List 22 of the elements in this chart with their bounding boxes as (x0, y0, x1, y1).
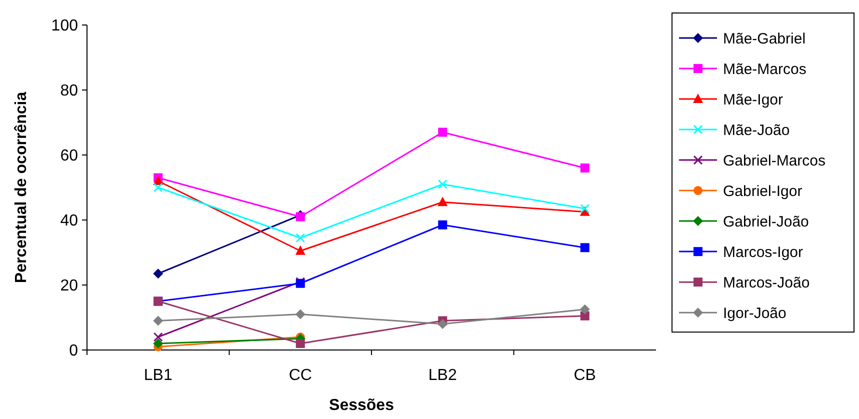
y-tick-label: 40 (60, 212, 78, 230)
legend-label: Marcos-João (723, 274, 810, 292)
y-tick-label: 100 (51, 18, 78, 35)
legend-label: Mãe-Marcos (723, 60, 806, 78)
y-tick-label: 60 (60, 148, 78, 165)
y-axis-title: Percentual de ocorrência (13, 92, 30, 284)
legend-label: Gabriel-João (723, 213, 809, 230)
y-tick-label: 80 (60, 82, 78, 100)
legend-label: Gabriel-Igor (723, 182, 802, 200)
legend-label: Mãe-Gabriel (723, 30, 806, 48)
legend-label: Gabriel-Marcos (723, 152, 826, 170)
x-tick-label: LB1 (144, 367, 172, 384)
legend-label: Mãe-Igor (723, 91, 784, 108)
x-tick-label: LB2 (428, 367, 457, 384)
x-axis-title: Sessões (329, 397, 394, 414)
legend-label: Marcos-Igor (723, 244, 804, 261)
legend-label: Igor-João (723, 304, 786, 322)
y-tick-label: 0 (69, 342, 78, 360)
y-tick-label: 20 (60, 278, 78, 295)
x-tick-label: CB (574, 367, 596, 384)
x-tick-label: CC (288, 367, 312, 384)
legend-label: Mãe-João (723, 122, 790, 139)
